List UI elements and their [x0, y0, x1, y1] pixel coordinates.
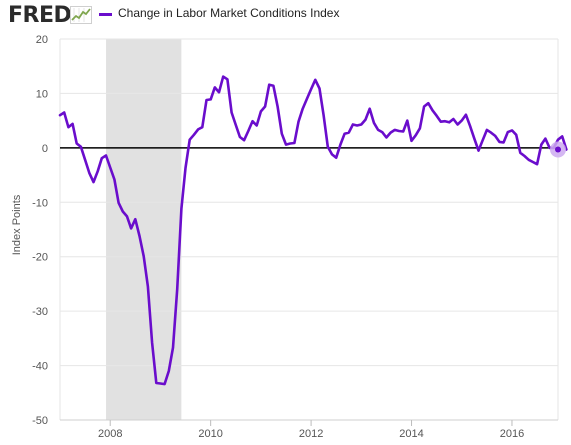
x-tick-label: 2016: [500, 428, 524, 440]
y-axis-title: Index Points: [11, 194, 23, 255]
y-tick-label: 20: [36, 34, 48, 46]
recession-bands: [106, 39, 182, 420]
legend-label[interactable]: Change in Labor Market Conditions Index: [118, 6, 340, 20]
x-tick-label: 2012: [299, 428, 323, 440]
recession-band: [106, 39, 182, 420]
y-tick-label: -10: [32, 197, 48, 209]
x-tick-label: 2008: [98, 428, 122, 440]
y-tick-label: -40: [32, 361, 48, 373]
data-point-marker[interactable]: [555, 146, 561, 153]
chart-header: FRED Change in Labor Market Conditions I…: [0, 0, 571, 30]
y-tick-label: 0: [42, 143, 48, 155]
legend-swatch: [99, 13, 112, 16]
x-tick-label: 2014: [399, 428, 423, 440]
y-tick-label: -30: [32, 306, 48, 318]
y-tick-label: -50: [32, 415, 48, 427]
y-axis-ticks: 20 10 0 -10 -20 -30 -40 -50: [32, 34, 48, 427]
series: [58, 75, 568, 386]
x-axis-ticks: 2008 2010 2012 2014 2016: [98, 420, 524, 440]
x-tick-label: 2010: [198, 428, 222, 440]
y-tick-label: -20: [32, 252, 48, 264]
axes: [59, 39, 559, 421]
y-tick-label: 10: [36, 88, 48, 100]
last-point-marker[interactable]: [550, 141, 566, 158]
fred-line-graph-icon: [70, 6, 92, 24]
fred-logo[interactable]: FRED: [8, 3, 72, 28]
series-line[interactable]: [58, 75, 568, 386]
